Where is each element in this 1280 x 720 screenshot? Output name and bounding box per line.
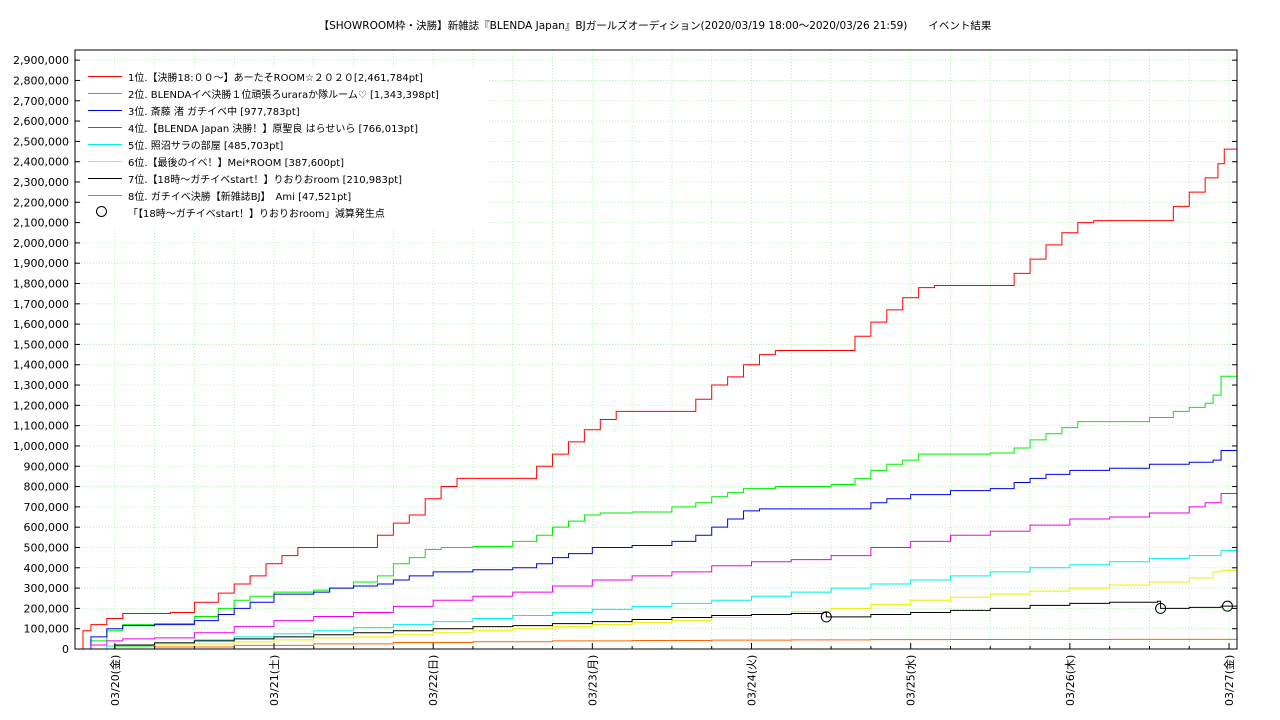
y-tick-label: 2,800,000	[13, 74, 69, 87]
legend-swatch	[88, 161, 122, 162]
y-tick-label: 500,000	[24, 541, 70, 554]
legend-label: 1位.【決勝18:００〜】あーたそROOM☆２０２０[2,461,784pt]	[128, 73, 423, 84]
y-tick-label: 800,000	[24, 481, 70, 494]
series-line-5	[75, 549, 1237, 650]
y-tick-label: 0	[62, 643, 69, 656]
x-tick-label: 03/27(金)	[1222, 655, 1236, 706]
legend: 1位.【決勝18:００〜】あーたそROOM☆２０２０[2,461,784pt] 2…	[84, 66, 488, 228]
series-line-2	[75, 375, 1237, 650]
legend-swatch	[88, 144, 122, 145]
decrease-marker	[820, 611, 832, 623]
y-tick-label: 1,900,000	[13, 257, 69, 270]
y-tick-label: 1,100,000	[13, 420, 69, 433]
y-tick-label: 1,500,000	[13, 338, 69, 351]
y-tick-label: 2,200,000	[13, 196, 69, 209]
x-tick-label: 03/25(水)	[905, 655, 918, 706]
legend-marker-circle	[96, 206, 107, 217]
series-line-7	[75, 600, 1237, 650]
y-tick-label: 2,000,000	[13, 237, 69, 250]
decrease-marker	[1221, 600, 1233, 612]
y-tick-label: 2,100,000	[13, 217, 69, 230]
y-tick-label: 1,000,000	[13, 440, 69, 453]
x-tick-label: 03/24(火)	[746, 655, 759, 706]
legend-item: 3位. 斎藤 渚 ガチイベ中 [977,783pt]	[84, 102, 484, 119]
legend-swatch	[88, 127, 122, 128]
y-axis: 0 100,000 200,000 300,000 400,000 500,000 600,…	[13, 54, 1237, 656]
series-line-3	[75, 449, 1237, 650]
y-tick-label: 1,800,000	[13, 278, 69, 291]
y-tick-label: 2,400,000	[13, 156, 69, 169]
y-tick-label: 100,000	[24, 623, 70, 636]
legend-item: 7位.【18時〜ガチイベstart！】りおりおroom [210,983pt]	[84, 170, 484, 187]
legend-item: 1位.【決勝18:００〜】あーたそROOM☆２０２０[2,461,784pt]	[84, 68, 484, 85]
legend-label: 5位. 照沼サラの部屋 [485,703pt]	[128, 141, 284, 152]
x-tick-label: 03/23(月)	[586, 655, 599, 706]
series-line-6	[75, 569, 1237, 650]
legend-label: 2位. BLENDAイベ決勝１位頑張ろuraraか隊ルーム♡ [1,343,39…	[128, 90, 439, 101]
legend-item: 5位. 照沼サラの部屋 [485,703pt]	[84, 136, 484, 153]
legend-label: 3位. 斎藤 渚 ガチイベ中 [977,783pt]	[128, 107, 300, 118]
y-tick-label: 2,900,000	[13, 54, 69, 67]
decrease-marker	[1155, 602, 1167, 614]
series-line-1	[75, 148, 1237, 650]
y-tick-label: 2,700,000	[13, 95, 69, 108]
y-tick-label: 1,200,000	[13, 399, 69, 412]
y-tick-label: 1,300,000	[13, 379, 69, 392]
y-tick-label: 200,000	[24, 602, 70, 615]
legend-item-marker: 「【18時〜ガチイベstart！】りおりおroom」減算発生点	[84, 204, 484, 221]
legend-marker-label: 「【18時〜ガチイベstart！】りおりおroom」減算発生点	[128, 209, 385, 220]
y-tick-label: 400,000	[24, 562, 70, 575]
series-line-4	[75, 492, 1237, 650]
y-tick-label: 2,500,000	[13, 135, 69, 148]
y-tick-label: 2,300,000	[13, 176, 69, 189]
y-tick-label: 300,000	[24, 582, 70, 595]
legend-label: 7位.【18時〜ガチイベstart！】りおりおroom [210,983pt]	[128, 175, 403, 186]
x-tick-label: 03/22(日)	[427, 655, 440, 706]
legend-label: 6位.【最後のイベ！】Mei*ROOM [387,600pt]	[128, 158, 345, 169]
y-tick-label: 700,000	[24, 501, 70, 514]
chart-title: 【SHOWROOM枠・決勝】新雑誌『BLENDA Japan』BJガールズオーデ…	[318, 20, 992, 32]
series-line-8	[75, 638, 1237, 650]
legend-label: 4位.【BLENDA Japan 決勝！】原聖良 はらせいら [766,013p…	[128, 124, 418, 135]
legend-swatch	[88, 76, 122, 77]
legend-swatch	[88, 93, 122, 94]
x-tick-label: 03/20(金)	[108, 655, 122, 706]
plot-frame	[74, 49, 1238, 650]
series-lines	[75, 148, 1237, 650]
x-tick-label: 03/21(土)	[268, 655, 281, 706]
x-tick-label: 03/26(木)	[1064, 655, 1077, 706]
y-tick-label: 1,400,000	[13, 359, 69, 372]
legend-item: 6位.【最後のイベ！】Mei*ROOM [387,600pt]	[84, 153, 484, 170]
legend-item: 8位. ガチイベ決勝【新雑誌BJ】 Ami [47,521pt]	[84, 187, 484, 204]
x-axis: 03/20(金) 03/21(土) 03/22(日) 03/23(月) 03/24(火)…	[108, 643, 1236, 706]
y-tick-label: 2,600,000	[13, 115, 69, 128]
legend-swatch	[88, 195, 122, 196]
decrease-markers	[820, 600, 1233, 623]
y-tick-label: 1,600,000	[13, 318, 69, 331]
y-tick-label: 1,700,000	[13, 298, 69, 311]
y-tick-label: 900,000	[24, 460, 70, 473]
legend-label: 8位. ガチイベ決勝【新雑誌BJ】 Ami [47,521pt]	[128, 192, 352, 203]
y-tick-label: 600,000	[24, 521, 70, 534]
legend-item: 2位. BLENDAイベ決勝１位頑張ろuraraか隊ルーム♡ [1,343,39…	[84, 85, 484, 102]
legend-swatch	[88, 110, 122, 111]
legend-swatch	[88, 178, 122, 179]
legend-item: 4位.【BLENDA Japan 決勝！】原聖良 はらせいら [766,013p…	[84, 119, 484, 136]
